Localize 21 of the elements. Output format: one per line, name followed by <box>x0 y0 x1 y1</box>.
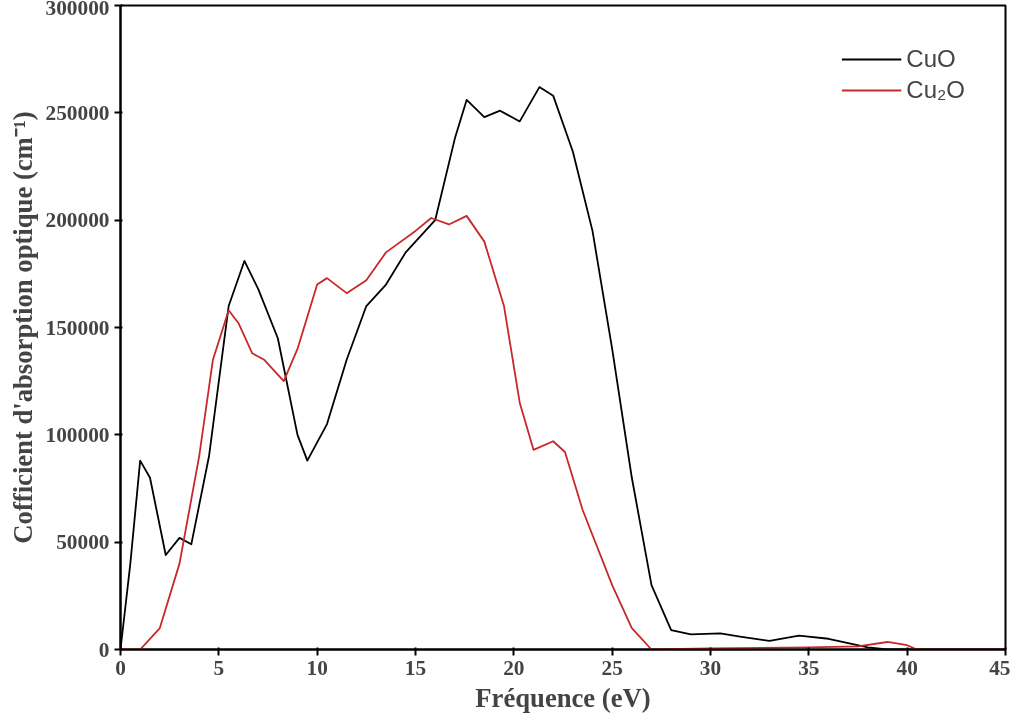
legend-label: Cu₂O <box>906 76 965 104</box>
y-tick-label: 0 <box>98 637 110 662</box>
legend-label: CuO <box>906 45 956 73</box>
x-tick-label: 10 <box>306 655 328 680</box>
x-tick-label: 35 <box>798 655 820 680</box>
x-tick-label: 45 <box>989 655 1011 680</box>
y-tick-label: 250000 <box>45 100 110 125</box>
x-axis-title: Fréquence (eV) <box>475 682 651 713</box>
x-tick-label: 15 <box>404 655 427 680</box>
x-tick-label: 25 <box>601 655 623 680</box>
x-tick-label: 5 <box>213 655 225 680</box>
x-tick-label: 30 <box>699 655 722 680</box>
y-tick-label: 150000 <box>45 315 110 340</box>
x-tick-label: 40 <box>896 655 918 680</box>
y-tick-label: 50000 <box>56 530 110 555</box>
x-tick-label: 0 <box>115 655 126 680</box>
y-tick-label: 300000 <box>45 0 110 20</box>
y-tick-label: 200000 <box>45 208 110 233</box>
x-tick-label: 20 <box>503 655 525 680</box>
y-tick-label: 100000 <box>45 422 110 447</box>
y-axis-title: Cofficient d'absorption optique (cm⁻¹) <box>7 111 38 544</box>
